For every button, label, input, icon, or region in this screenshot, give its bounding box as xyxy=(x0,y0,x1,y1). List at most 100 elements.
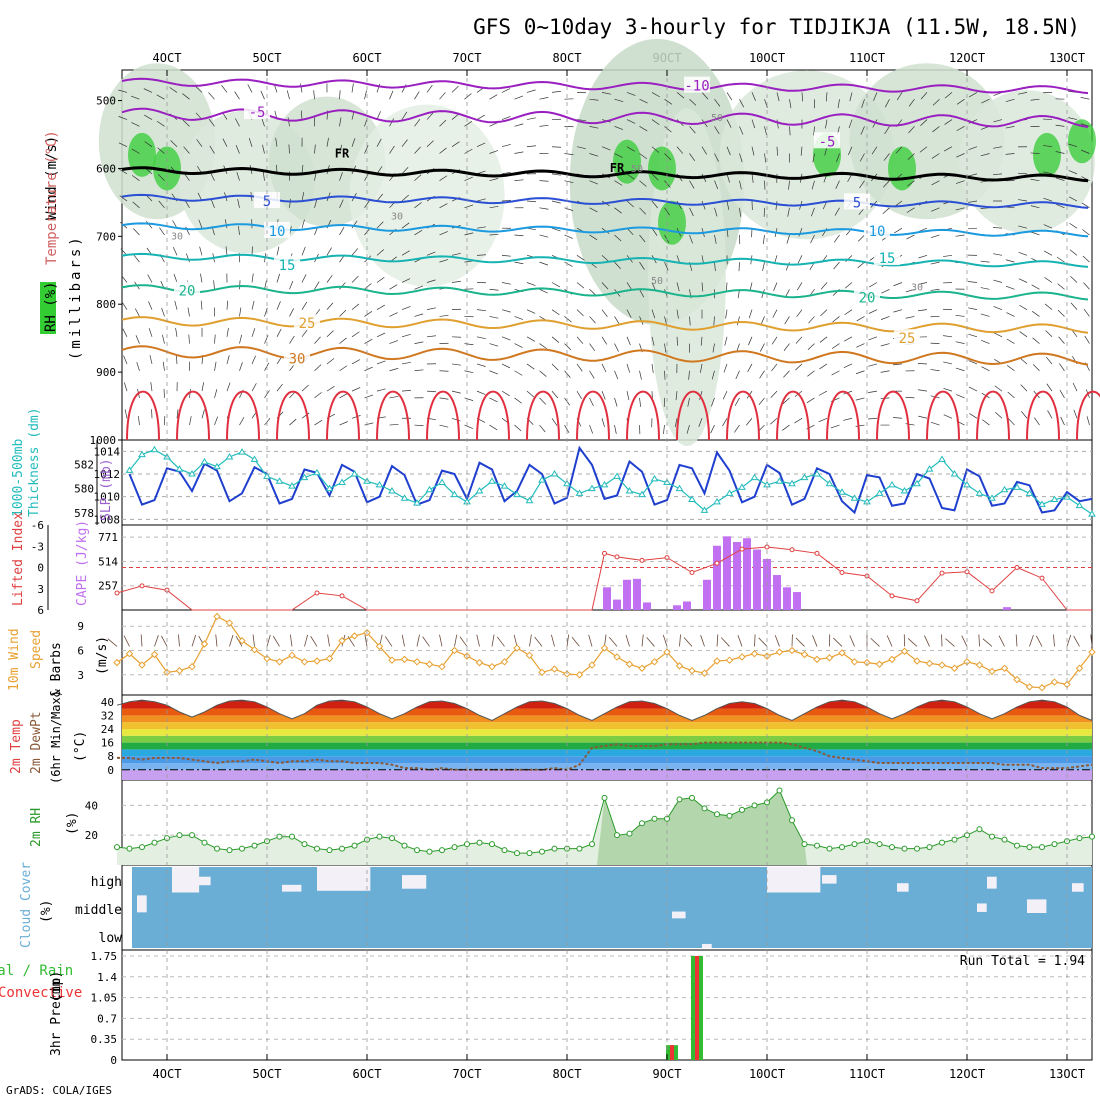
wind-barb xyxy=(439,370,449,372)
wind-barb xyxy=(1068,117,1078,120)
wind-barb xyxy=(773,282,778,291)
wind-barb xyxy=(1090,634,1093,647)
wind-barb xyxy=(969,92,978,98)
wind-barb xyxy=(313,90,315,100)
wind-barb xyxy=(614,261,621,269)
temp-tick-label: 32 xyxy=(101,709,114,722)
wind-barb xyxy=(614,343,619,352)
wind-barb xyxy=(748,309,753,319)
wind-barb xyxy=(251,273,254,283)
wind-barb xyxy=(1018,92,1028,95)
wind-barb xyxy=(968,307,978,310)
slp-axis-label: SLP (mb) xyxy=(99,458,114,521)
slp-line xyxy=(128,445,1093,515)
wind-barb xyxy=(226,355,230,365)
wind-barb xyxy=(1031,311,1040,317)
wind-barb xyxy=(196,139,203,147)
wind-barb xyxy=(401,139,408,147)
wind-barb xyxy=(1044,303,1053,310)
wind-barb xyxy=(251,355,256,365)
wind-barb xyxy=(213,280,215,290)
lifted-index-point xyxy=(739,546,745,552)
wind-barb xyxy=(993,306,1003,310)
wind-barb xyxy=(873,92,878,101)
wind-barb xyxy=(564,180,574,184)
lifted-index-point xyxy=(914,598,920,604)
wind-barb xyxy=(501,336,511,341)
wind-barb xyxy=(714,126,720,135)
wind-barb xyxy=(626,336,631,346)
wind-barb xyxy=(601,309,608,318)
wind-barb xyxy=(187,307,190,317)
wind-barb xyxy=(1019,357,1028,365)
wind-barb xyxy=(1021,411,1028,419)
wind-barb xyxy=(700,363,703,373)
wind-speed-point xyxy=(338,637,346,645)
wind-barb xyxy=(389,145,395,154)
lifted-index-point xyxy=(689,569,695,575)
wind-barb xyxy=(426,112,434,120)
isotherm-35 xyxy=(626,390,660,441)
wind-barb xyxy=(751,92,756,101)
wind-barb xyxy=(993,253,1003,256)
rh-point xyxy=(639,820,645,827)
wind-barb xyxy=(276,301,281,310)
wind-barb xyxy=(1007,391,1015,399)
wind-speed-point xyxy=(375,642,384,651)
wind-barb xyxy=(314,392,322,399)
wind-barb xyxy=(998,635,1005,647)
isotherm-35 xyxy=(176,390,210,441)
wind-barb xyxy=(905,423,915,426)
isotherm-5 xyxy=(121,193,1089,209)
cloud-clear-gap xyxy=(987,876,997,889)
wind-barb xyxy=(539,124,549,127)
wind-barb xyxy=(526,200,537,203)
thickness-tick-label: 582 xyxy=(74,458,94,471)
wind-barb xyxy=(770,418,778,425)
wind-barb xyxy=(906,207,915,213)
wind-barb xyxy=(237,198,240,208)
wind-barb xyxy=(439,424,449,428)
thickness-point xyxy=(600,480,609,488)
wind-barb xyxy=(1005,153,1015,155)
wind-barb xyxy=(262,144,265,154)
wind-barb xyxy=(314,144,316,154)
wind-barb xyxy=(739,207,741,217)
wind-barb xyxy=(837,99,840,109)
wind-barb xyxy=(917,363,928,365)
temp-tick-label: 24 xyxy=(101,723,115,736)
pressure-tick-label: 900 xyxy=(96,366,116,379)
wind-barb xyxy=(576,309,584,317)
wind-speed-point xyxy=(188,662,196,671)
wind-barb xyxy=(1068,196,1078,202)
wind-barb xyxy=(514,151,524,154)
wind-barb xyxy=(896,92,903,101)
wind-barb xyxy=(978,634,980,647)
thickness-point xyxy=(475,487,484,494)
wind-barb xyxy=(1060,416,1065,426)
cloud-clear-gap xyxy=(402,875,427,889)
wind-barb xyxy=(589,289,597,296)
wind-barb xyxy=(364,145,369,154)
wind-speed-point xyxy=(638,664,646,672)
wind-barb xyxy=(476,114,485,120)
wind-barb xyxy=(700,634,705,647)
wind-barb xyxy=(301,412,310,419)
wind-barb xyxy=(589,180,598,185)
wind-barb xyxy=(608,636,618,647)
cloud-clear-gap xyxy=(822,875,837,884)
wind-barb xyxy=(476,254,487,256)
wind-barb xyxy=(1007,365,1015,372)
rh-point xyxy=(1001,836,1008,843)
wind-speed-point xyxy=(200,640,209,648)
wind-barb xyxy=(944,92,953,99)
wind-barb xyxy=(289,308,294,317)
precip-tick-label: 0.7 xyxy=(97,1012,117,1025)
wind-barb xyxy=(564,424,570,434)
wind-speed-point xyxy=(475,658,484,667)
wind-barb xyxy=(439,231,448,236)
wind-barb xyxy=(893,363,903,366)
cloud-clear-gap xyxy=(767,867,821,893)
precip-tick-label: 0.35 xyxy=(91,1033,118,1046)
wind-barb xyxy=(132,201,140,209)
